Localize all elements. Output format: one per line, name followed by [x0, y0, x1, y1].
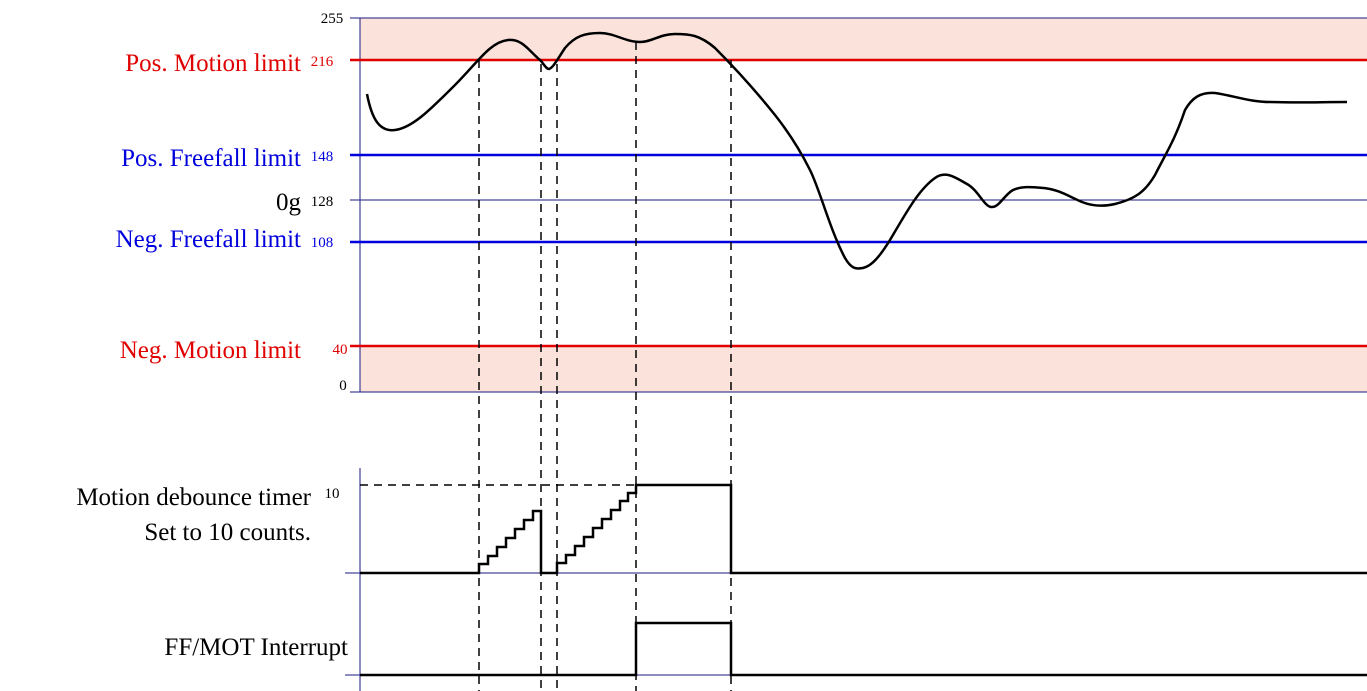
neg-freefall-limit-label: Neg. Freefall limit	[116, 226, 301, 253]
debounce-timer-sublabel: Set to 10 counts.	[144, 519, 311, 546]
min-tick: 0	[339, 378, 347, 394]
max-tick: 255	[321, 11, 344, 27]
pos-freefall-tick: 148	[311, 149, 334, 165]
neg-motion-tick: 40	[333, 342, 348, 358]
pos-motion-limit-label: Pos. Motion limit	[125, 50, 301, 77]
pos-motion-tick: 216	[311, 54, 334, 70]
debounce-max-tick: 10	[325, 486, 340, 502]
acceleration-trace	[365, 31, 1348, 270]
lower-motion-band	[360, 346, 1367, 392]
pos-freefall-limit-label: Pos. Freefall limit	[121, 145, 301, 172]
zero-g-tick: 128	[311, 194, 334, 210]
zero-g-label: 0g	[276, 189, 302, 216]
event-markers	[478, 42, 732, 691]
debounce-timer-label: Motion debounce timer	[76, 484, 311, 511]
interrupt-label: FF/MOT Interrupt	[164, 634, 348, 661]
neg-motion-limit-label: Neg. Motion limit	[120, 337, 301, 364]
interrupt-trace	[360, 621, 1367, 677]
debounce-timer-trace	[360, 483, 1367, 575]
neg-freefall-tick: 108	[311, 235, 334, 251]
upper-motion-band	[360, 18, 1367, 60]
